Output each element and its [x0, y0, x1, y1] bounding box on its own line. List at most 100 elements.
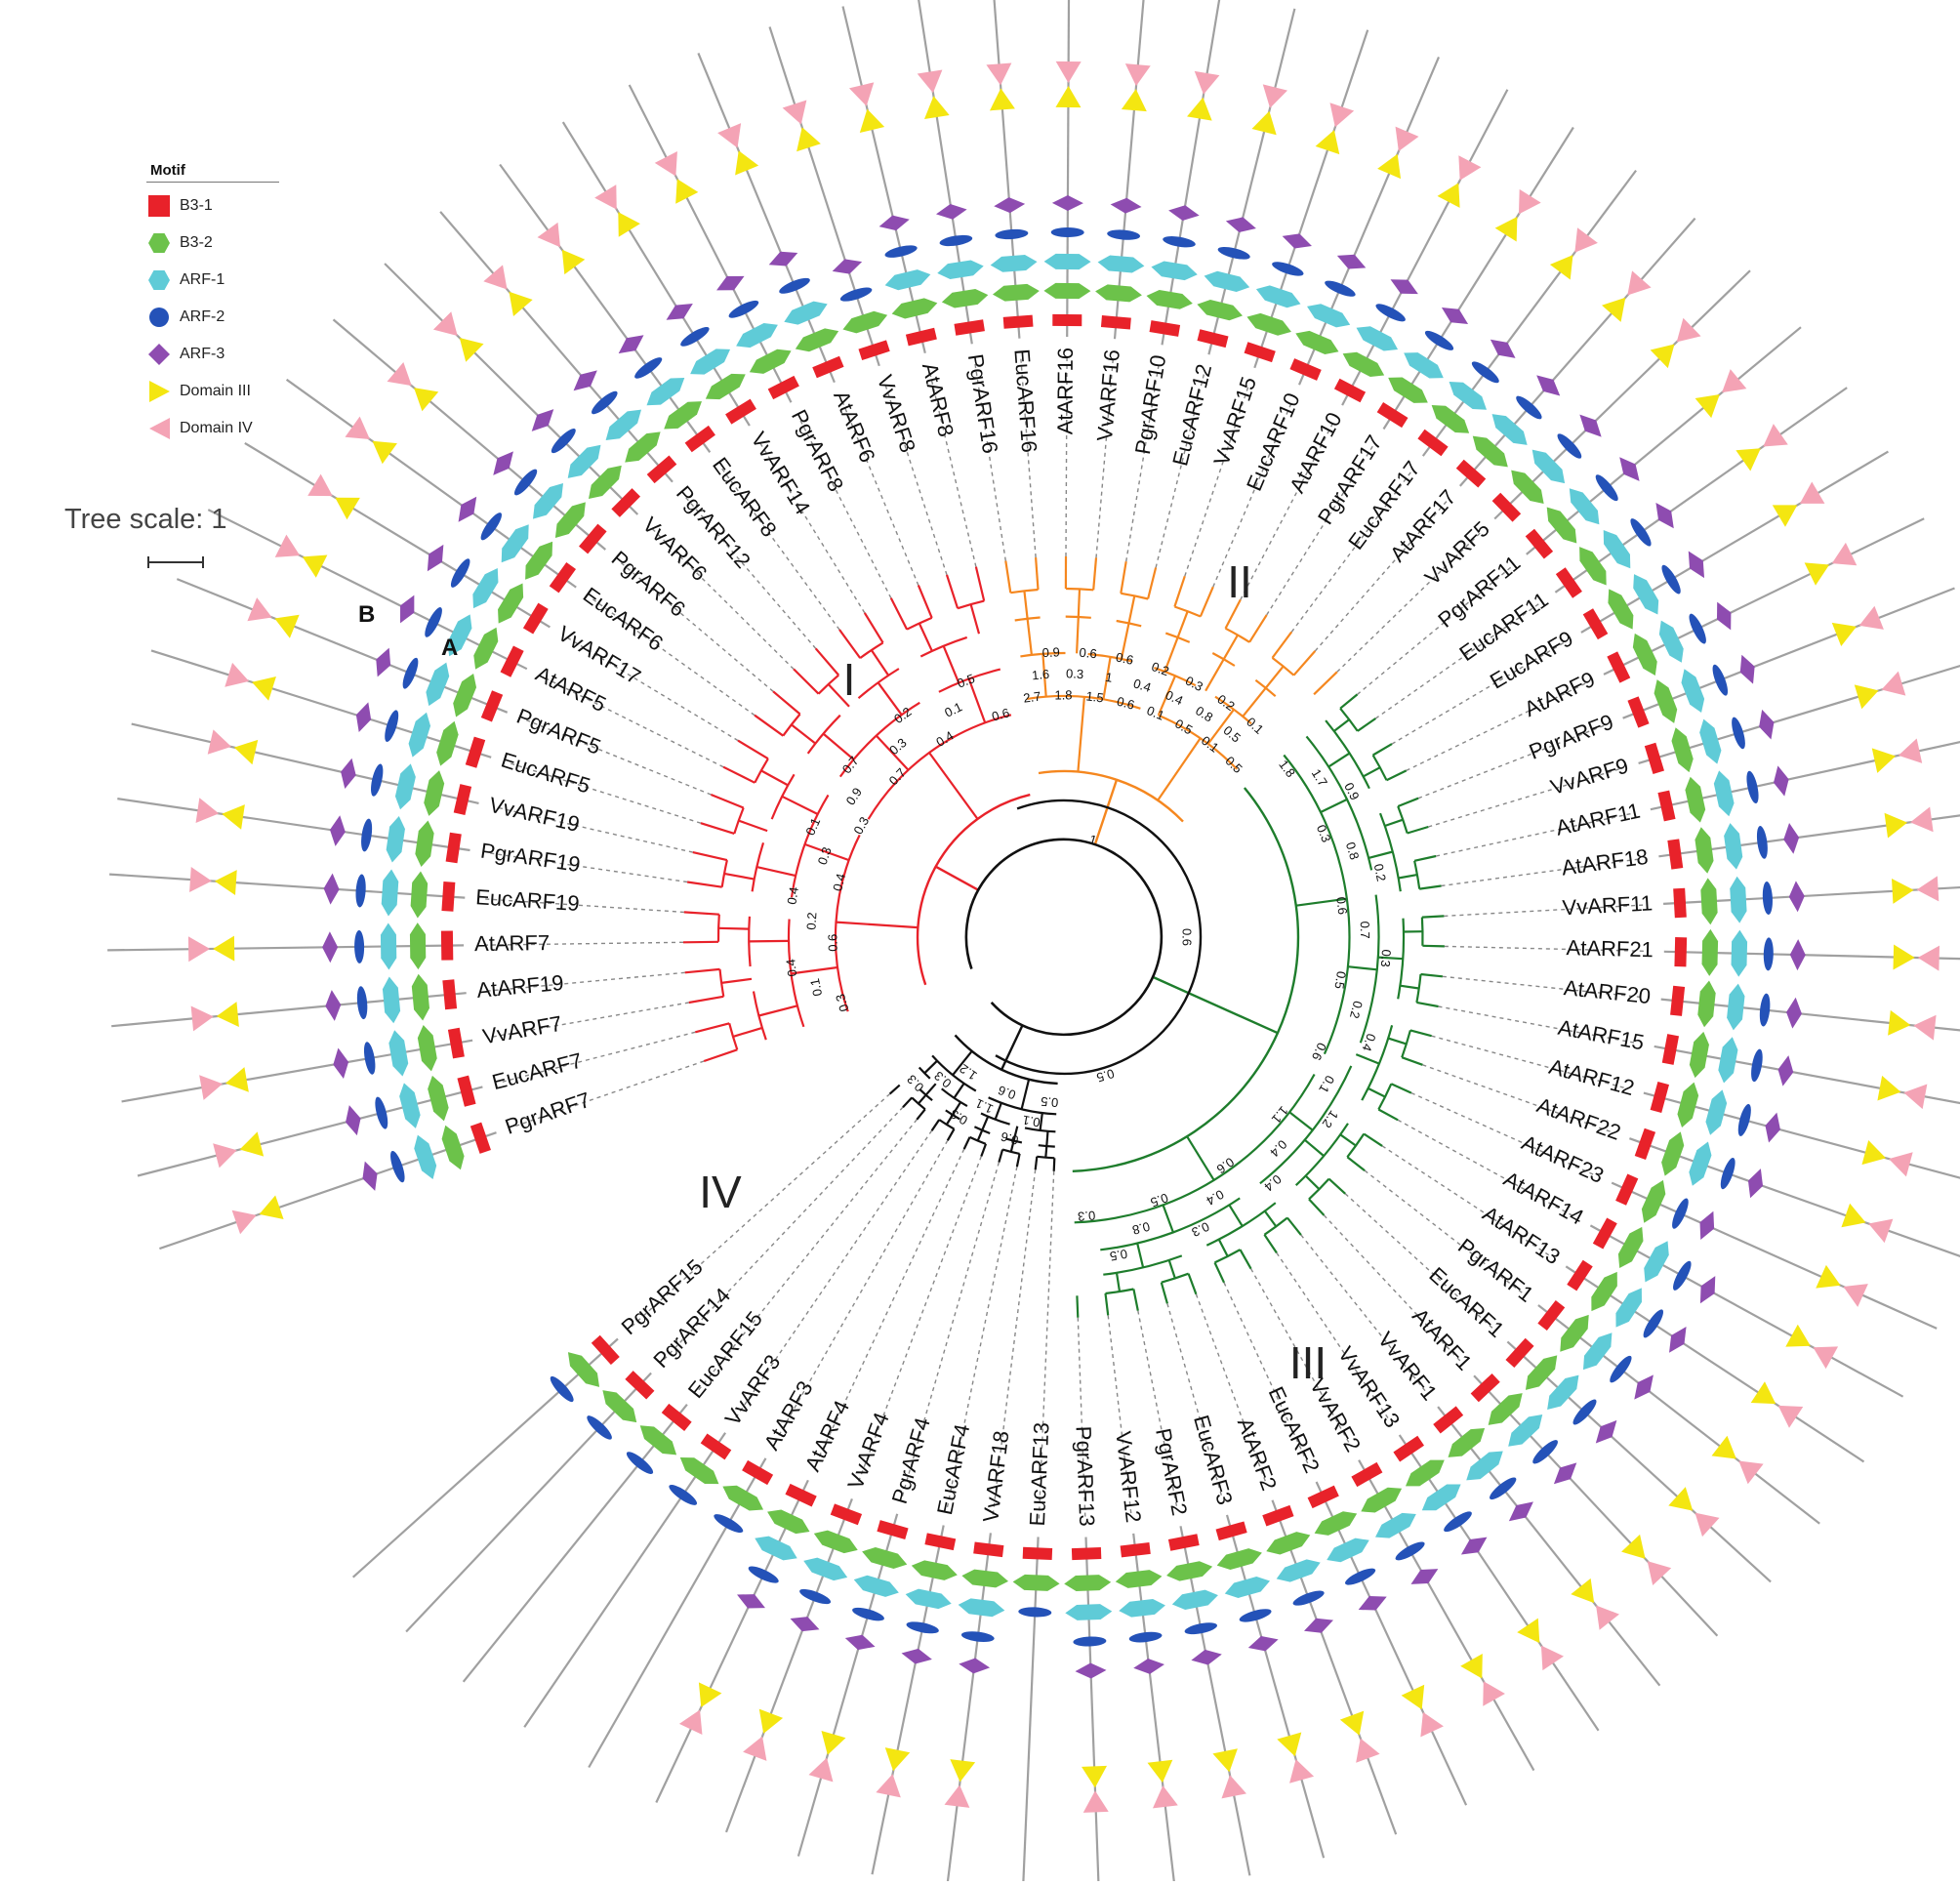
motif-domain-iv — [1472, 1675, 1504, 1706]
terminal-branch — [999, 1150, 1002, 1163]
motif-arf-2 — [1758, 993, 1771, 1027]
motif-domain-iv — [1901, 1080, 1927, 1109]
motif-arf-2 — [356, 986, 369, 1020]
motif-domain-iii — [1571, 1578, 1604, 1611]
support-value: 1.8 — [1276, 758, 1298, 780]
terminal-branch — [1419, 886, 1441, 889]
terminal-branch — [917, 1109, 925, 1120]
taxon-label: EucARF19 — [475, 884, 581, 916]
motif-arf-2 — [1513, 393, 1544, 423]
terminal-branch — [704, 1049, 737, 1061]
terminal-branch — [1054, 1158, 1055, 1171]
motif-b3-1 — [725, 399, 756, 425]
motif-domain-iv — [1826, 543, 1857, 575]
motif-arf-3 — [900, 1646, 934, 1667]
motif-b3-1 — [454, 784, 471, 815]
terminal-branch — [1314, 672, 1337, 694]
motif-arf-3 — [788, 1611, 823, 1636]
motif-b3-2 — [519, 537, 559, 584]
motif-domain-iv — [232, 1204, 261, 1235]
motif-domain-iii — [220, 801, 245, 830]
motif-arf-1 — [883, 266, 932, 293]
support-value: 0.5 — [1221, 722, 1244, 745]
motif-domain-iv — [655, 151, 687, 182]
terminal-branch — [1005, 561, 1010, 594]
terminal-branch — [711, 795, 743, 808]
subclade-stem — [758, 1005, 797, 1015]
motif-b3-1 — [1121, 1542, 1151, 1557]
support-value: 0.3 — [1078, 1208, 1096, 1223]
motif-b3-2 — [1402, 1454, 1450, 1493]
motif-b3-1 — [1645, 743, 1664, 774]
support-value: 0.5 — [956, 671, 977, 690]
motif-domain-iii — [666, 173, 698, 203]
motif-arf-2 — [354, 930, 364, 964]
motif-b3-2 — [1357, 1482, 1406, 1519]
support-value: 0.8 — [1130, 1219, 1151, 1238]
subclade-stem — [1224, 636, 1238, 660]
taxon-label: AtARF21 — [1566, 935, 1654, 962]
motif-arf-3 — [342, 1103, 364, 1137]
motif-b3-1 — [662, 1404, 692, 1431]
support-value: 0.9 — [843, 785, 866, 807]
support-value: 0.4 — [784, 885, 801, 905]
motif-b3-2 — [422, 768, 447, 817]
terminal-branch — [1241, 1250, 1251, 1269]
motif-arf-2 — [1442, 1508, 1475, 1535]
subclade-stem — [1169, 1260, 1175, 1279]
motif-b3-1 — [1537, 1300, 1565, 1331]
motif-domain-iii — [880, 1747, 910, 1774]
support-value: 0.1 — [1316, 1073, 1337, 1095]
terminal-branch — [948, 1129, 955, 1141]
support-value: 0.3 — [886, 735, 909, 758]
motif-arf-2 — [511, 467, 541, 498]
motif-arf-2 — [1658, 562, 1684, 595]
motif-arf-2 — [354, 874, 366, 908]
motif-arf-3 — [1052, 195, 1083, 211]
motif-b3-1 — [1262, 1505, 1293, 1527]
taxon-label: AtARF11 — [1554, 799, 1643, 840]
motif-arf-1 — [382, 976, 401, 1024]
motif-arf-2 — [1744, 770, 1761, 804]
motif-b3-2 — [1311, 1506, 1360, 1540]
motif-domain-iii — [216, 1002, 239, 1029]
motif-domain-iv — [679, 1704, 712, 1735]
motif-arf-2 — [1640, 1307, 1666, 1340]
taxon-label: AtARF9 — [1521, 667, 1599, 721]
subclade-stem — [1158, 738, 1201, 800]
motif-b3-1 — [457, 1076, 475, 1107]
motif-arf-3 — [1694, 1272, 1722, 1307]
motif-arf-3 — [1788, 881, 1806, 913]
motif-arf-3 — [1280, 228, 1314, 253]
motif-b3-2 — [1637, 1177, 1670, 1226]
terminal-branch — [865, 613, 883, 643]
motif-domain-iii — [1550, 247, 1583, 279]
terminal-branch — [689, 997, 724, 1003]
motif-b3-2 — [1384, 371, 1432, 409]
motif-domain-iii — [365, 430, 397, 464]
motif-domain-iii — [1055, 86, 1081, 107]
subclade-stem — [782, 797, 818, 814]
subclade-stem — [1305, 1140, 1325, 1156]
taxon-label: EucARF4 — [932, 1422, 974, 1517]
motif-domain-iii — [329, 487, 360, 520]
motif-b3-2 — [1264, 1528, 1314, 1559]
subclade-stem — [1321, 800, 1347, 812]
subclade-stem — [1356, 1054, 1379, 1064]
motif-arf-1 — [1730, 876, 1748, 923]
motif-arf-1 — [385, 815, 407, 864]
motif-domain-iv — [1772, 1395, 1804, 1428]
motif-arf-1 — [1638, 1237, 1674, 1286]
motif-b3-2 — [411, 973, 430, 1021]
support-value: 0.6 — [1333, 896, 1350, 916]
motif-domain-iii — [1377, 149, 1409, 179]
support-value: 0.6 — [1115, 649, 1135, 668]
motif-b3-2 — [449, 671, 481, 719]
subclade-stem — [1046, 1131, 1047, 1146]
motif-arf-3 — [1132, 1657, 1165, 1676]
terminal-branch — [1036, 1157, 1038, 1169]
motif-domain-iv — [1864, 1211, 1893, 1243]
legend-item-label: B3-2 — [180, 234, 213, 252]
motif-b3-2 — [660, 395, 707, 435]
support-value: 0.3 — [1066, 666, 1084, 681]
